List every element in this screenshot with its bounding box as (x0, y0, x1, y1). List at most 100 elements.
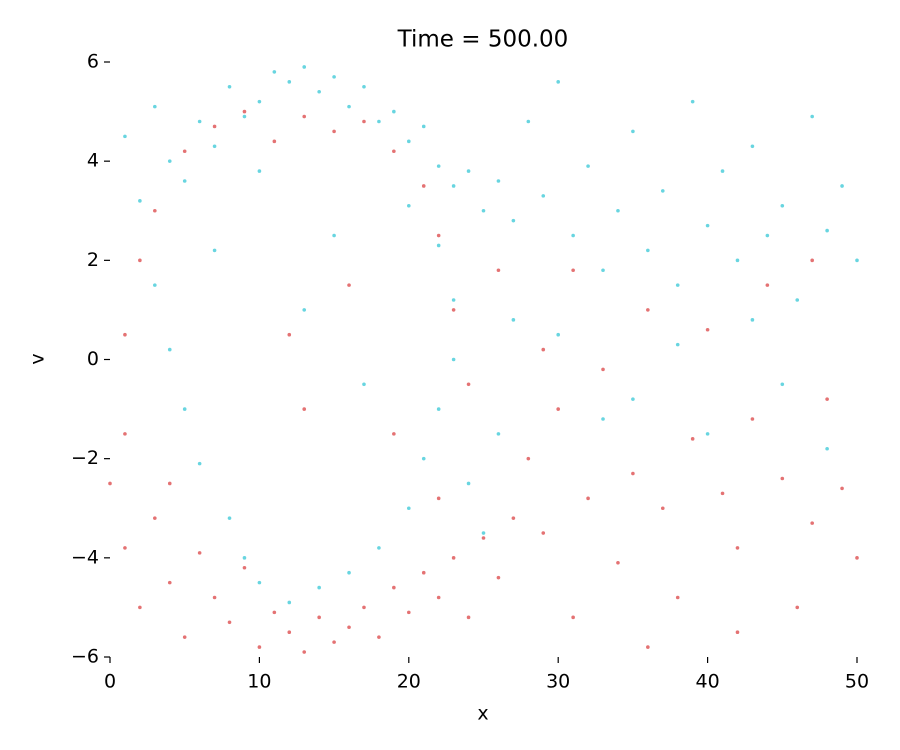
point (601, 367, 605, 372)
point (675, 283, 680, 287)
point (197, 551, 202, 555)
point (123, 432, 127, 436)
point (272, 610, 277, 615)
point (436, 595, 441, 600)
point (167, 159, 172, 163)
point (451, 357, 456, 362)
point (810, 521, 814, 525)
point (855, 258, 859, 263)
point (287, 600, 292, 605)
point (436, 496, 441, 501)
point (586, 496, 590, 501)
point (123, 332, 127, 337)
point (287, 630, 292, 635)
point (227, 84, 232, 89)
point (750, 144, 755, 149)
point (392, 109, 396, 114)
y-tick-label: 2 (87, 249, 99, 271)
point (138, 605, 142, 610)
point (780, 476, 785, 481)
point (810, 258, 814, 263)
point (362, 382, 366, 387)
point (705, 223, 710, 228)
point (407, 610, 411, 615)
point (212, 144, 217, 149)
point (795, 298, 800, 302)
x-tick-label: 20 (397, 671, 421, 693)
point (242, 565, 247, 570)
point (840, 184, 844, 188)
x-axis-label: x (477, 703, 488, 725)
point (153, 516, 157, 520)
point (227, 516, 232, 520)
point (451, 298, 456, 302)
point (571, 268, 575, 273)
point (526, 119, 531, 124)
point (451, 308, 456, 312)
point (541, 531, 546, 535)
point (302, 308, 307, 312)
point (436, 243, 441, 248)
y-tick-label: −6 (71, 646, 99, 668)
point (646, 308, 650, 312)
point (362, 605, 366, 610)
point (332, 75, 336, 79)
point (675, 595, 680, 600)
point (541, 194, 546, 198)
point (795, 605, 800, 610)
point (332, 129, 336, 134)
point (586, 164, 590, 168)
point (108, 481, 112, 486)
point (750, 318, 755, 322)
point (496, 179, 501, 183)
point (481, 208, 486, 213)
point (138, 199, 142, 203)
point (182, 179, 187, 183)
point (481, 531, 486, 535)
x-tick-label: 40 (696, 671, 720, 693)
point (646, 645, 650, 649)
point (705, 327, 710, 332)
point (153, 208, 157, 213)
point (212, 248, 217, 253)
point (302, 650, 307, 654)
point (377, 635, 381, 639)
point (556, 407, 560, 411)
point (138, 258, 142, 263)
point (571, 615, 575, 620)
point (123, 546, 127, 550)
point (377, 119, 381, 124)
point (735, 630, 740, 635)
point (347, 570, 351, 575)
point (526, 456, 531, 461)
point (466, 169, 471, 173)
point (616, 208, 620, 213)
point (825, 228, 829, 233)
point (481, 536, 486, 540)
y-tick-label: 6 (87, 51, 99, 73)
point (227, 620, 232, 625)
point (242, 109, 247, 114)
point (392, 585, 396, 590)
point (362, 119, 366, 124)
point (302, 65, 307, 69)
point (182, 149, 187, 154)
point (855, 556, 859, 560)
point (332, 233, 336, 238)
point (123, 134, 127, 139)
point (720, 491, 725, 496)
point (197, 461, 202, 466)
x-tick-label: 30 (546, 671, 570, 693)
point (631, 471, 635, 476)
point (571, 233, 575, 238)
point (840, 486, 844, 491)
x-tick-label: 10 (247, 671, 271, 693)
point (690, 437, 695, 441)
point (272, 70, 277, 74)
point (212, 595, 217, 600)
point (750, 417, 755, 421)
point (242, 556, 247, 560)
point (720, 169, 725, 173)
point (421, 184, 426, 188)
point (466, 382, 471, 387)
